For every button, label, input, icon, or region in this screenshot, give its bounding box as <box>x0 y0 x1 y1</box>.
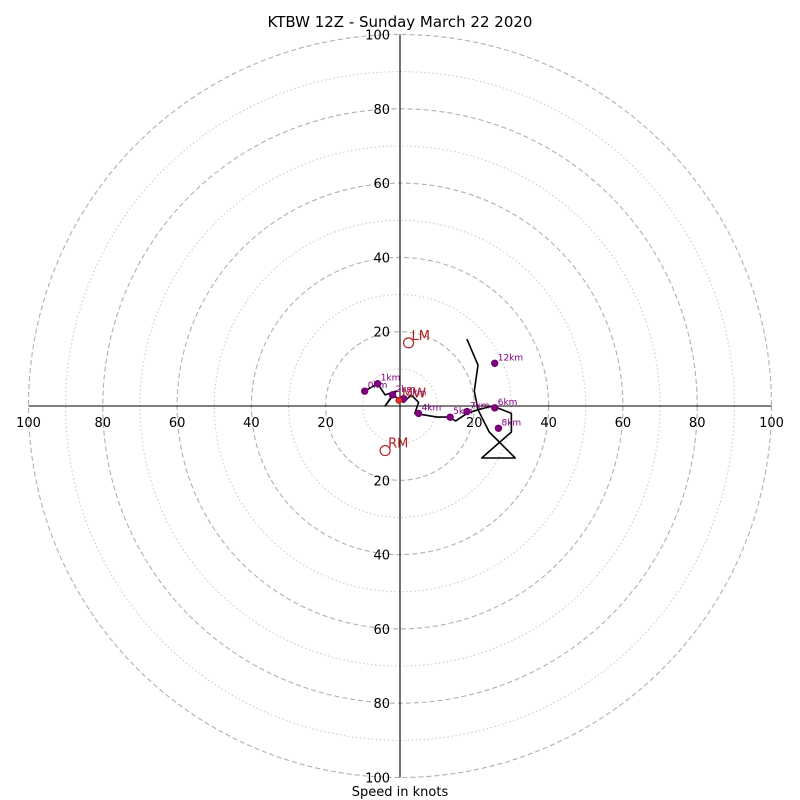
height-marker-point <box>361 387 369 395</box>
height-marker-point <box>494 424 503 432</box>
height-marker-label: 1km <box>381 374 401 384</box>
y-tick-label: 100 <box>365 29 390 44</box>
y-tick-label: 80 <box>373 697 390 712</box>
x-tick-label: 40 <box>243 416 260 431</box>
height-marker-label: 7km <box>470 402 490 412</box>
y-tick-label: 40 <box>373 251 390 266</box>
tick-labels: 100 80 60 40 20 20 40 60 80 100 100 80 60 40 20 20 40 60 8… <box>16 29 784 787</box>
x-tick-label: 80 <box>95 416 112 431</box>
storm-motion-markers: LM MW RM <box>379 329 430 457</box>
height-marker-point <box>491 359 499 367</box>
height-marker-label: 4km <box>422 403 442 413</box>
y-tick-label: 60 <box>373 623 390 638</box>
y-tick-label: 100 <box>365 772 390 787</box>
x-axis-label: Speed in knots <box>352 785 449 800</box>
y-tick-label: 40 <box>373 549 390 564</box>
height-marker-point <box>491 404 499 412</box>
height-marker-label: 5km <box>453 407 473 417</box>
y-tick-label: 60 <box>373 177 390 192</box>
height-marker-point <box>463 407 471 416</box>
x-tick-label: 100 <box>16 416 41 431</box>
x-tick-label: 60 <box>169 416 186 431</box>
x-tick-label: 20 <box>466 416 483 431</box>
height-marker-label: 2km <box>396 385 416 395</box>
storm-motion-point <box>402 337 415 349</box>
storm-motion-point <box>395 396 403 404</box>
storm-motion-point <box>379 444 391 457</box>
height-marker-label: 6km <box>498 398 518 408</box>
x-tick-label: 60 <box>615 416 632 431</box>
x-tick-label: 20 <box>317 416 334 431</box>
x-tick-label: 40 <box>540 416 557 431</box>
height-marker-label: 3km <box>407 389 427 399</box>
hodograph-trace <box>364 338 517 459</box>
height-marker-label: 8km <box>501 418 521 428</box>
storm-motion-label: LM <box>412 329 430 344</box>
storm-motion-label: MW <box>402 386 426 401</box>
height-markers: 0km1km2km3km4km5km6km7km8km12km <box>361 353 523 432</box>
height-marker-point <box>388 391 397 399</box>
x-tick-label: 100 <box>759 416 784 431</box>
y-tick-label: 20 <box>373 474 390 489</box>
chart-title: KTBW 12Z - Sunday March 22 2020 <box>268 13 533 31</box>
x-tick-label: 80 <box>689 416 706 431</box>
storm-motion-label: RM <box>388 437 408 452</box>
height-marker-point <box>374 380 382 388</box>
height-marker-point <box>414 409 423 418</box>
y-tick-label: 80 <box>373 103 390 118</box>
height-marker-point <box>446 413 454 421</box>
height-marker-label: 12km <box>498 353 523 363</box>
y-tick-label: 20 <box>373 326 390 341</box>
